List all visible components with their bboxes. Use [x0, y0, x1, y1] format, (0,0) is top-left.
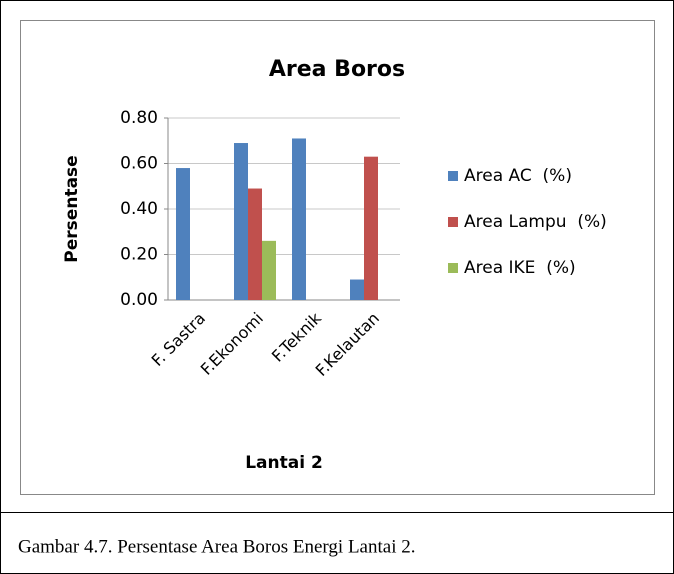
legend-label: Area Lampu (%)	[464, 212, 607, 232]
y-axis-label: Persentase	[62, 155, 82, 262]
legend-swatch	[448, 217, 458, 227]
bar	[262, 240, 276, 300]
y-tick-label: 0.20	[120, 245, 158, 265]
y-tick-label: 0.00	[120, 290, 158, 310]
bar	[364, 156, 378, 300]
y-tick-label: 0.60	[120, 154, 158, 174]
legend-swatch	[448, 171, 458, 181]
legend-swatch	[448, 263, 458, 273]
bar	[248, 188, 262, 300]
bar	[292, 138, 306, 300]
y-tick-label: 0.40	[120, 199, 158, 219]
y-tick-label: 0.80	[120, 108, 158, 128]
chart-border	[20, 20, 655, 495]
caption: Gambar 4.7. Persentase Area Boros Energi…	[18, 536, 415, 557]
chart-title: Area Boros	[269, 57, 405, 82]
bar	[234, 143, 248, 300]
bar	[176, 168, 190, 300]
legend-label: Area IKE (%)	[464, 258, 576, 278]
x-axis-label: Lantai 2	[245, 453, 323, 473]
legend-label: Area AC (%)	[464, 166, 572, 186]
bar	[350, 279, 364, 300]
